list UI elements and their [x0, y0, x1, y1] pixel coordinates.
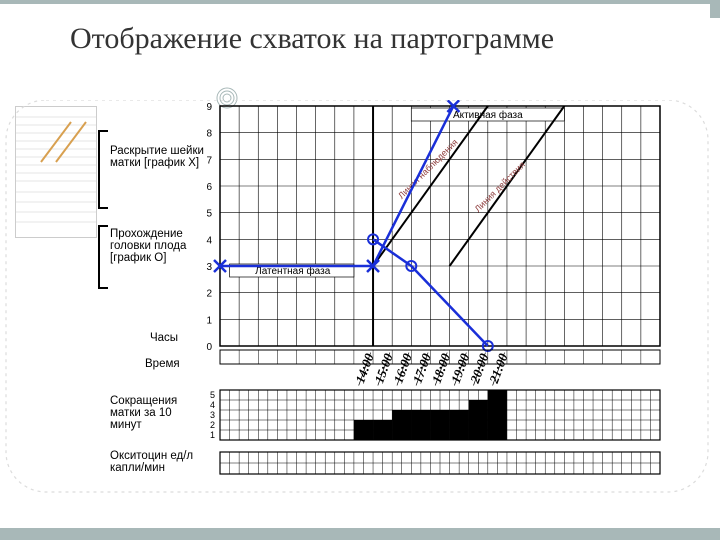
svg-text:2: 2: [210, 420, 215, 430]
svg-text:1: 1: [206, 315, 212, 326]
svg-text:6: 6: [206, 182, 212, 193]
svg-text:Активная фаза: Активная фаза: [453, 109, 523, 121]
partogram-chart: 0123456789Активная фазаАктивная фазаЛате…: [0, 100, 720, 500]
page-title: Отображение схваток на партограмме: [70, 22, 720, 56]
svg-text:8: 8: [206, 129, 212, 140]
svg-text:5: 5: [210, 390, 215, 400]
svg-text:3: 3: [206, 262, 212, 273]
svg-text:4: 4: [210, 400, 215, 410]
svg-text:5: 5: [206, 209, 212, 220]
svg-text:1: 1: [210, 430, 215, 440]
svg-text:Линия действия: Линия действия: [473, 160, 527, 214]
svg-text:3: 3: [210, 410, 215, 420]
svg-text:0: 0: [206, 342, 212, 353]
chart-area: Раскрытие шейки матки [график X] Прохожд…: [0, 100, 720, 500]
svg-text:7: 7: [206, 155, 212, 166]
svg-text:4: 4: [206, 235, 212, 246]
svg-text:2: 2: [206, 289, 212, 300]
svg-text:9: 9: [206, 102, 212, 113]
